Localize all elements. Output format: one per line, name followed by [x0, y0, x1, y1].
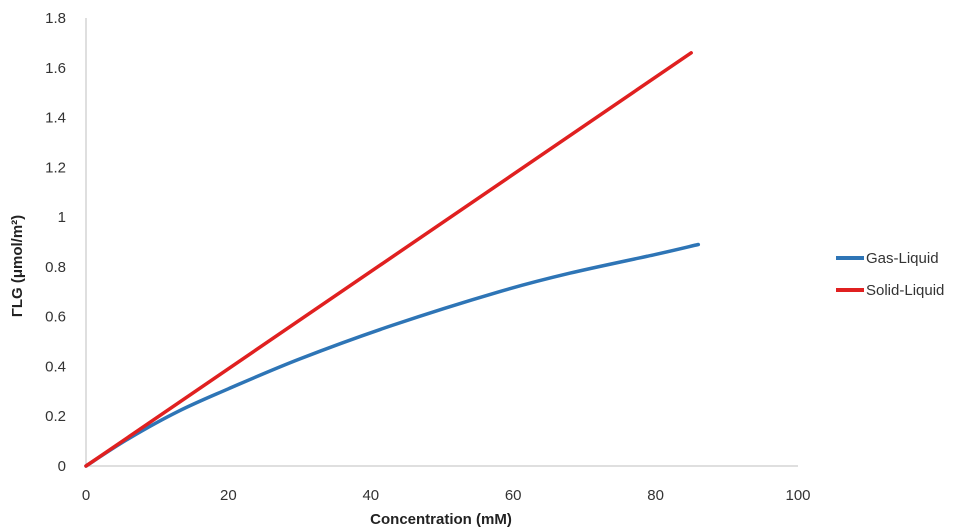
y-tick-label: 1.8 — [45, 10, 66, 27]
legend-label: Solid-Liquid — [866, 282, 944, 299]
x-axis-ticks: 0 20 40 60 80 100 — [82, 487, 811, 504]
y-tick-label: 0 — [58, 458, 66, 475]
series-line-solid-liquid — [84, 51, 693, 468]
x-tick-label: 20 — [220, 487, 237, 504]
series-line-gas-liquid — [84, 242, 701, 468]
series-group — [84, 51, 701, 468]
legend: Gas-Liquid Solid-Liquid — [836, 250, 944, 299]
y-tick-label: 0.2 — [45, 408, 66, 425]
x-tick-label: 0 — [82, 487, 90, 504]
y-tick-label: 1.2 — [45, 159, 66, 176]
y-tick-label: 1.6 — [45, 60, 66, 77]
x-axis-title: Concentration (mM) — [370, 511, 512, 528]
x-tick-label: 100 — [785, 487, 810, 504]
y-axis-ticks: 0 0.2 0.4 0.6 0.8 1 1.2 1.4 1.6 1.8 — [45, 10, 66, 475]
y-tick-label: 0.4 — [45, 358, 66, 375]
y-tick-label: 1.4 — [45, 110, 66, 127]
y-tick-label: 0.8 — [45, 259, 66, 276]
y-tick-label: 1 — [58, 209, 66, 226]
x-tick-label: 60 — [505, 487, 522, 504]
y-tick-label: 0.6 — [45, 309, 66, 326]
y-axis-title: ΓLG (μmol/m²) — [9, 215, 26, 317]
x-tick-label: 40 — [362, 487, 379, 504]
x-tick-label: 80 — [647, 487, 664, 504]
legend-label: Gas-Liquid — [866, 250, 939, 267]
